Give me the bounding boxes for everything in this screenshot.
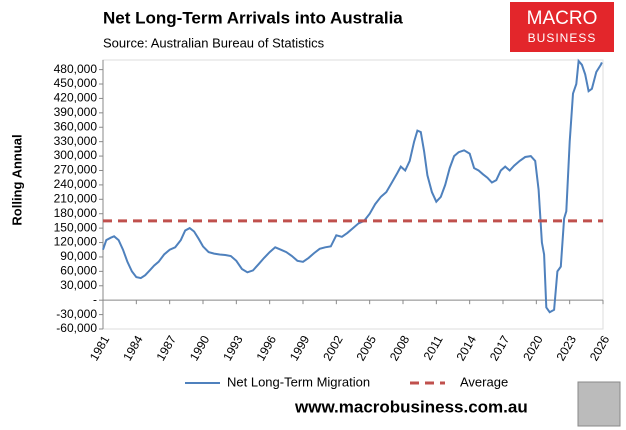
series-line [102, 58, 603, 314]
y-tick-label: 450,000 [54, 76, 98, 90]
logo-text: MACRO [527, 8, 598, 29]
y-tick-label: 270,000 [54, 163, 98, 177]
x-tick-label: 1999 [287, 333, 313, 363]
y-tick-label: 30,000 [60, 278, 97, 292]
logo-text: BUSINESS [528, 31, 597, 45]
x-tick-label: 2020 [520, 333, 546, 363]
x-tick-label: 2008 [387, 333, 413, 363]
y-tick-label: -30,000 [56, 307, 97, 321]
x-tick-label: 1981 [87, 333, 113, 363]
y-axis-label: Rolling Annual [9, 134, 24, 225]
y-tick-label: 60,000 [60, 264, 97, 278]
y-tick-label: 390,000 [54, 105, 98, 119]
y-tick-label: -60,000 [56, 321, 97, 335]
x-tick-label: 2023 [554, 333, 580, 363]
y-tick-label: 420,000 [54, 91, 98, 105]
chart-subtitle: Source: Australian Bureau of Statistics [103, 35, 325, 50]
y-tick-label: 300,000 [54, 148, 98, 162]
x-tick-label: 2011 [421, 333, 446, 363]
logo-box [510, 2, 614, 52]
x-tick-label: 1993 [220, 333, 246, 363]
y-tick-label: 360,000 [54, 119, 98, 133]
x-tick-label: 1990 [187, 333, 213, 363]
y-tick-label: 210,000 [54, 191, 98, 205]
x-tick-label: 2014 [454, 333, 480, 363]
x-tick-label: 1987 [154, 333, 180, 363]
y-tick-label: 150,000 [54, 220, 98, 234]
y-tick-label: 480,000 [54, 62, 98, 76]
y-tick-label: 90,000 [60, 249, 97, 263]
x-tick-label: 2005 [354, 333, 380, 363]
legend-label: Net Long-Term Migration [227, 374, 370, 389]
wolf-logo [577, 381, 621, 427]
legend-label: Average [460, 374, 508, 389]
x-tick-label: 2026 [587, 333, 613, 363]
x-tick-label: 2017 [487, 333, 513, 363]
plot-frame [102, 59, 604, 330]
website: www.macrobusiness.com.au [294, 397, 528, 416]
chart-title: Net Long-Term Arrivals into Australia [103, 8, 403, 27]
x-tick-label: 2002 [320, 333, 346, 363]
y-tick-label: 240,000 [54, 177, 98, 191]
y-tick-label: - [93, 292, 97, 306]
y-tick-label: 330,000 [54, 134, 98, 148]
y-tick-label: 180,000 [54, 206, 98, 220]
x-tick-label: 1996 [254, 333, 280, 363]
y-tick-label: 120,000 [54, 235, 98, 249]
x-tick-label: 1984 [120, 333, 146, 363]
